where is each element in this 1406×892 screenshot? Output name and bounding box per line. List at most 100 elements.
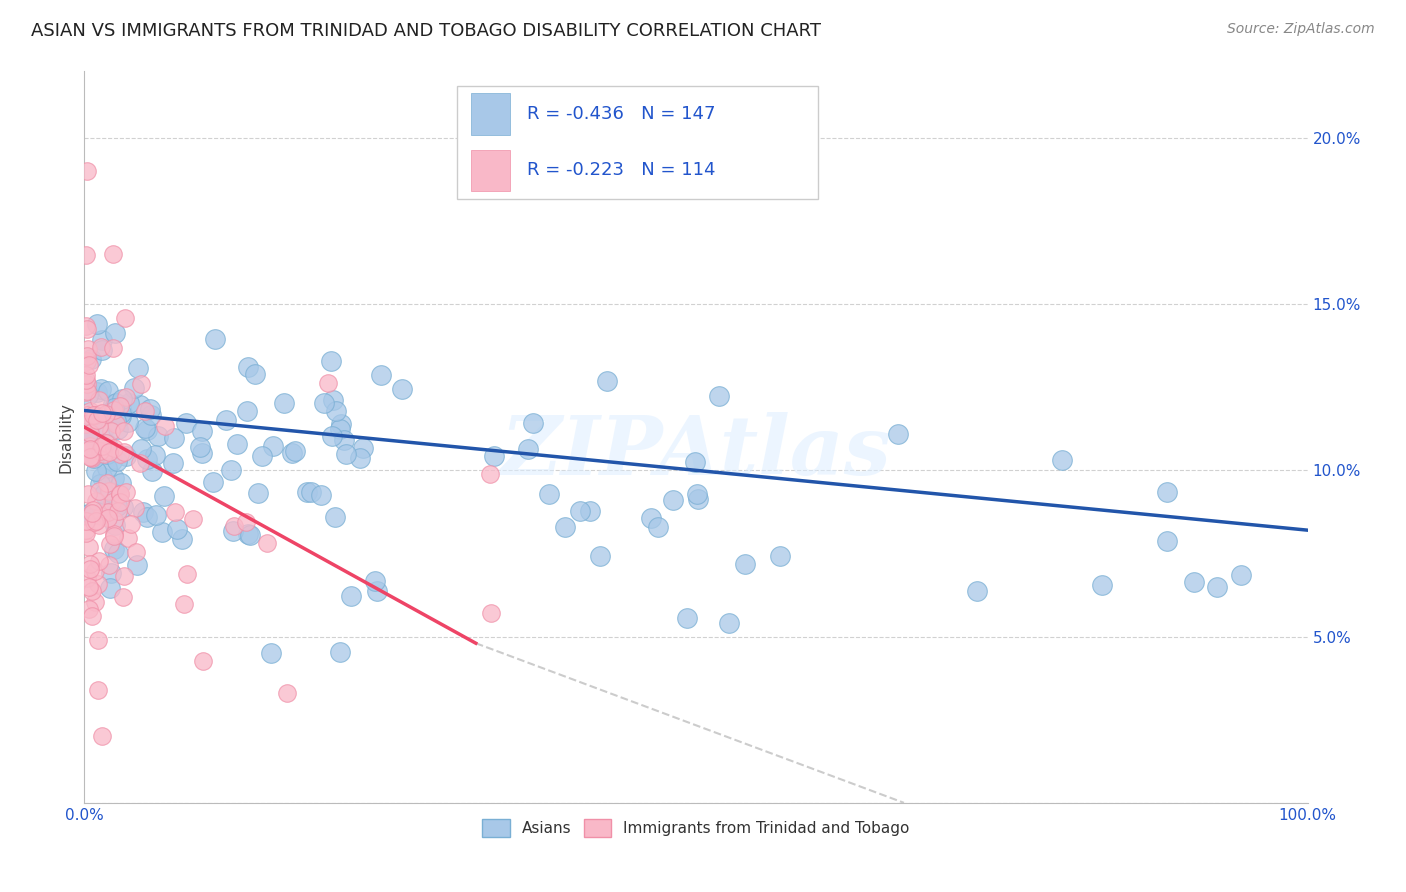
Point — [96, 437, 118, 451]
Point — [77, 601, 100, 615]
Point — [139, 409, 162, 423]
Point — [105, 499, 128, 513]
Point — [96, 447, 118, 461]
Point — [236, 404, 259, 418]
Point — [86, 683, 108, 698]
Point — [589, 549, 612, 564]
Point — [100, 581, 122, 595]
FancyBboxPatch shape — [471, 94, 510, 135]
Point — [127, 360, 149, 375]
Point — [366, 584, 388, 599]
Point — [93, 439, 115, 453]
Point — [321, 429, 343, 443]
Point — [193, 654, 215, 668]
Point — [96, 407, 118, 421]
Point — [966, 583, 988, 598]
Point — [103, 529, 125, 543]
Point — [103, 541, 125, 556]
Point — [131, 505, 153, 519]
Point — [554, 520, 576, 534]
Point — [122, 381, 145, 395]
Point — [90, 340, 112, 354]
Y-axis label: Disability: Disability — [58, 401, 73, 473]
Point — [1050, 453, 1073, 467]
Point — [76, 446, 98, 460]
Point — [121, 516, 143, 531]
Point — [114, 390, 136, 404]
Point — [281, 446, 304, 460]
Point — [96, 476, 118, 491]
Point — [1156, 484, 1178, 499]
Point — [80, 450, 103, 464]
Point — [90, 382, 112, 396]
Point — [238, 360, 260, 375]
Point — [76, 384, 98, 398]
Point — [145, 508, 167, 523]
Point — [352, 441, 374, 455]
Point — [662, 493, 685, 508]
Point — [80, 508, 103, 522]
Point — [77, 388, 100, 402]
Point — [325, 404, 347, 418]
Text: ASIAN VS IMMIGRANTS FROM TRINIDAD AND TOBAGO DISABILITY CORRELATION CHART: ASIAN VS IMMIGRANTS FROM TRINIDAD AND TO… — [31, 22, 821, 40]
Point — [75, 526, 97, 541]
Point — [191, 446, 214, 460]
Point — [75, 373, 97, 387]
Point — [153, 489, 176, 503]
Point — [77, 486, 100, 500]
Point — [83, 451, 105, 466]
Point — [886, 427, 908, 442]
Point — [91, 439, 114, 453]
Point — [84, 447, 107, 461]
Point — [370, 368, 392, 383]
Point — [79, 403, 101, 417]
Text: ZIPAtlas: ZIPAtlas — [501, 412, 891, 491]
Point — [333, 433, 356, 447]
Point — [100, 485, 122, 500]
Point — [103, 401, 125, 415]
Point — [103, 513, 125, 527]
Point — [1206, 580, 1229, 594]
Point — [256, 535, 278, 549]
Point — [94, 442, 117, 457]
Point — [76, 383, 98, 397]
Point — [97, 384, 120, 398]
Point — [188, 440, 211, 454]
Point — [91, 334, 114, 348]
Point — [136, 509, 159, 524]
Point — [79, 426, 101, 441]
Point — [129, 397, 152, 411]
Point — [76, 425, 98, 440]
Point — [111, 590, 134, 604]
Point — [125, 558, 148, 572]
Point — [96, 460, 118, 475]
Point — [84, 409, 107, 423]
Point — [77, 507, 100, 521]
Point — [117, 531, 139, 545]
Point — [329, 645, 352, 659]
Point — [128, 456, 150, 470]
Point — [110, 476, 132, 491]
Point — [98, 445, 121, 459]
Point — [89, 477, 111, 491]
Point — [91, 729, 114, 743]
Point — [100, 566, 122, 581]
Point — [115, 485, 138, 500]
Point — [77, 358, 100, 372]
Point — [76, 428, 98, 442]
Point — [97, 511, 120, 525]
Point — [262, 439, 284, 453]
Point — [86, 413, 108, 427]
Point — [87, 577, 110, 591]
Point — [76, 349, 98, 363]
Point — [479, 606, 502, 620]
Point — [339, 589, 361, 603]
Point — [215, 413, 238, 427]
Point — [87, 483, 110, 498]
Point — [1230, 568, 1253, 582]
Point — [111, 392, 134, 407]
Point — [79, 562, 101, 576]
Point — [235, 515, 257, 529]
Point — [330, 417, 353, 431]
Point — [110, 487, 132, 501]
